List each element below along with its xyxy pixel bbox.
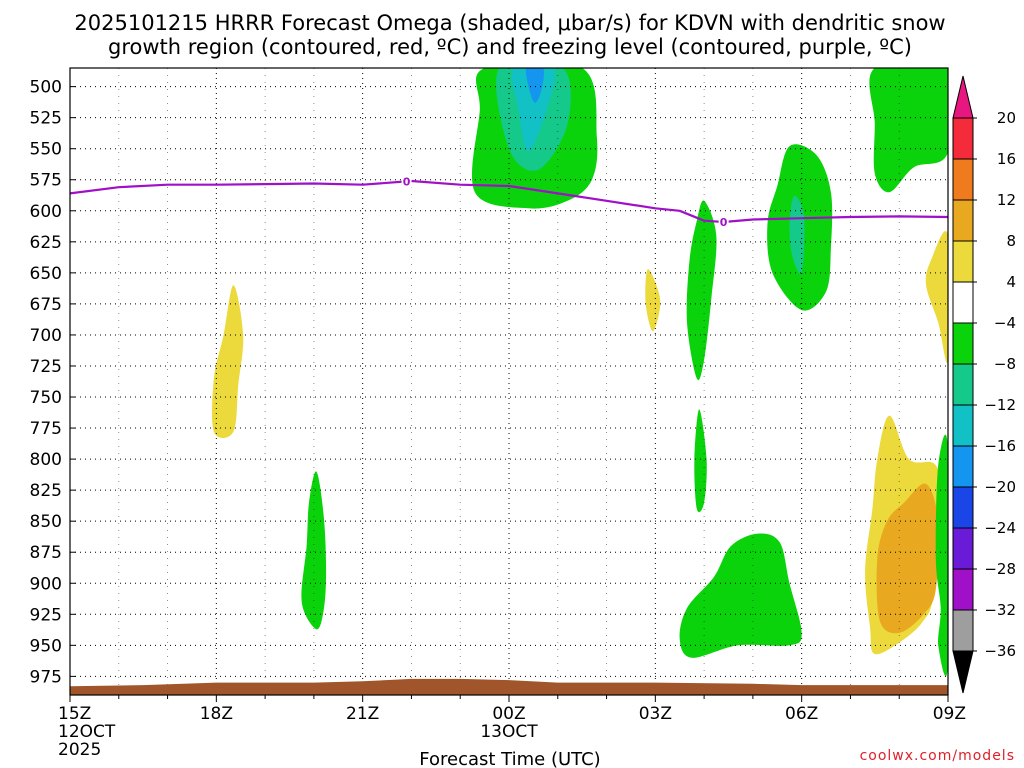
colorbar-label: 8 [1006,232,1016,250]
y-tick-label: 725 [30,357,62,377]
colorbar-label: −28 [984,560,1016,578]
x-tick-label: 21Z [346,704,379,724]
omega-region-cyan-core-00z [511,68,556,152]
y-tick-label: 700 [30,326,62,346]
colorbar-bin [952,240,974,283]
colorbar-label: −8 [994,355,1016,373]
x-tick-year: 2025 [58,740,101,760]
colorbar-bin [952,281,974,324]
omega-region-green-right-edge-low [935,434,948,677]
omega-region-green-blob-20z [301,471,327,630]
freezing-label-bg [718,214,729,229]
colorbar-bin [952,445,974,488]
colorbar-label: 12 [997,191,1016,209]
omega-region-green-blob-05z [679,533,802,658]
colorbar-label: −32 [984,601,1016,619]
y-tick-label: 925 [30,605,62,625]
colorbar-label: 4 [1006,273,1016,291]
y-tick-label: 775 [30,419,62,439]
omega-region-yellow-right-edge [925,231,948,363]
omega-region-yellow-blob-02z [645,269,661,332]
colorbar-bin [952,609,974,652]
terrain-fill [70,678,948,695]
colorbar-label: −36 [984,642,1016,660]
freezing-level-label: 0 [720,216,728,229]
colorbar-label: −4 [994,314,1016,332]
chart-title-line1: 2025101215 HRRR Forecast Omega (shaded, … [74,11,945,35]
x-tick-label: 06Z [785,704,818,724]
colorbar-label: −12 [984,396,1016,414]
freezing-level-line [69,179,949,224]
x-tick-label: 18Z [200,704,233,724]
colorbar-label: 16 [997,150,1016,168]
colorbar-bin [952,322,974,365]
y-tick-label: 875 [30,543,62,563]
x-axis-label: Forecast Time (UTC) [419,749,600,768]
x-tick-label: 00Z [492,704,525,724]
y-tick-label: 750 [30,388,62,408]
y-tick-label: 675 [30,295,62,315]
y-tick-label: 525 [30,109,62,129]
omega-region-orange-core-07z [876,483,939,634]
chart-title-line2: growth region (contoured, red, ºC) and f… [108,35,912,59]
omega-region-green-sliver-04z [694,409,707,513]
colorbar-bin [952,158,974,201]
omega-region-teal-core-06z [789,195,805,275]
omega-region-green-top-right [869,68,948,193]
y-tick-label: 950 [30,636,62,656]
colorbar-bin [952,568,974,611]
y-tick-label: 650 [30,264,62,284]
colorbar-bin [952,486,974,529]
x-tick-label: 15Z [58,704,91,724]
pressure-axis: 500 525 550 575 600 625 650 675 700 725 750 775 800 8… [30,78,76,687]
terrain-layer [70,678,948,695]
y-tick-label: 625 [30,233,62,253]
credit-text[interactable]: coolwx.com/models [860,748,1015,764]
y-tick-label: 975 [30,667,62,687]
x-tick-label: 09Z [933,704,966,724]
colorbar-bin [952,117,974,160]
y-tick-label: 825 [30,481,62,501]
x-tick-date: 12OCT [58,722,116,742]
y-tick-label: 500 [30,78,62,98]
colorbar-label: 20 [997,109,1016,127]
y-tick-label: 850 [30,512,62,532]
colorbar-bin [952,527,974,570]
colorbar-bin [952,404,974,447]
omega-region-green-column-04z [686,200,717,381]
y-tick-label: 575 [30,171,62,191]
x-tick-date: 13OCT [480,722,538,742]
y-tick-label: 550 [30,140,62,160]
colorbar-label: −20 [984,478,1016,496]
colorbar-bin [952,199,974,242]
freezing-level-layer: 00 [69,174,949,229]
freezing-level-label: 0 [403,175,411,188]
colorbar-label: −16 [984,437,1016,455]
x-tick-label: 03Z [639,704,672,724]
freezing-label-bg [401,174,412,189]
colorbar: 20 16 12 8 4 −4 −8 −12 −16 −20 −24 −28 −32 −36 [952,75,1016,694]
omega-shaded-regions [212,68,948,677]
y-tick-label: 900 [30,574,62,594]
colorbar-label: −24 [984,519,1016,537]
omega-region-blue-core-00z [525,68,545,103]
colorbar-overflow-low [952,650,974,694]
omega-region-yellow-blob-18z [212,285,244,439]
colorbar-bin [952,363,974,406]
y-tick-label: 600 [30,202,62,222]
y-tick-label: 800 [30,450,62,470]
